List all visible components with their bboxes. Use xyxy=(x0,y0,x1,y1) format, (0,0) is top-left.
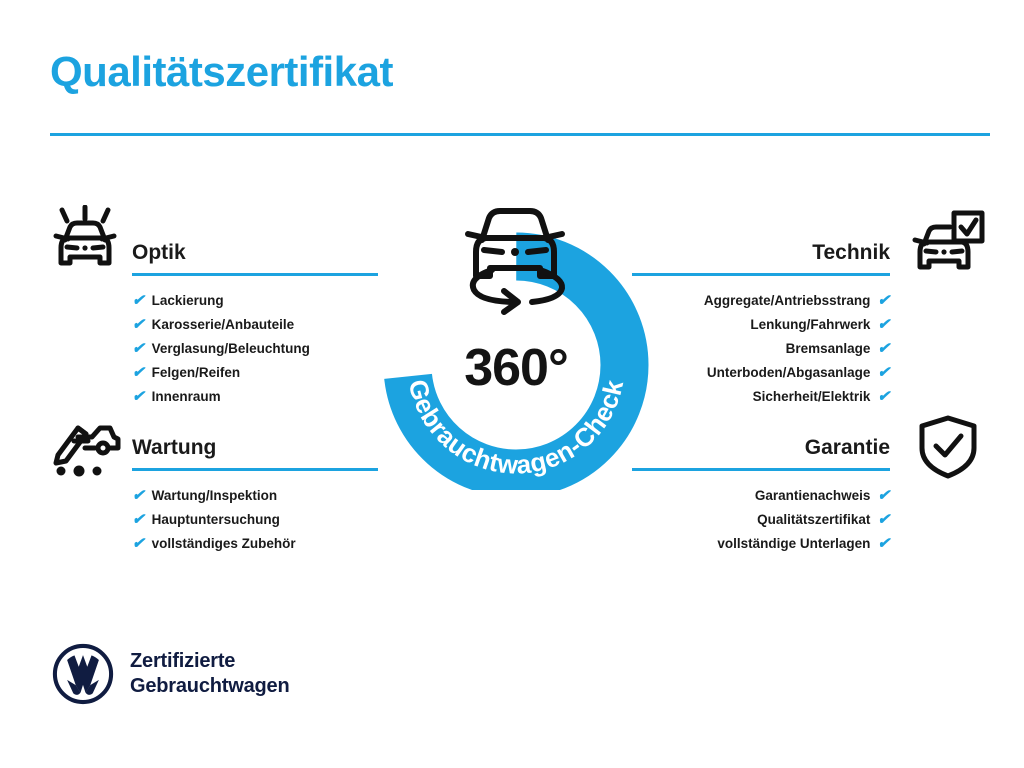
pencil-car-service-icon xyxy=(48,415,122,477)
list-item-label: Innenraum xyxy=(151,389,221,404)
check-icon: ✔ xyxy=(877,340,890,357)
list-item: ✔ vollständiges Zubehör xyxy=(132,532,378,556)
section-header-garantie: Garantie xyxy=(632,433,890,475)
check-icon: ✔ xyxy=(132,487,145,504)
list-item-label: Hauptuntersuchung xyxy=(151,512,280,527)
list-item-label: Sicherheit/Elektrik xyxy=(752,389,871,404)
section-underline xyxy=(132,468,378,471)
list-item-label: vollständige Unterlagen xyxy=(717,536,871,551)
car-rotation-360-icon xyxy=(465,208,565,315)
checklist-wartung: ✔ Wartung/Inspektion ✔ Hauptuntersuchung… xyxy=(132,484,378,556)
list-item-label: Bremsanlage xyxy=(785,341,871,356)
check-icon: ✔ xyxy=(132,340,145,357)
page-title: Qualitätszertifikat xyxy=(50,48,393,95)
list-item-label: Lackierung xyxy=(151,293,224,308)
check-icon: ✔ xyxy=(132,535,145,552)
list-item-label: Unterboden/Abgasanlage xyxy=(706,365,871,380)
car-sparkle-icon xyxy=(48,204,122,275)
list-item-label: Verglasung/Beleuchtung xyxy=(151,341,310,356)
list-item-label: Lenkung/Fahrwerk xyxy=(750,317,871,332)
section-header-technik: Technik xyxy=(632,238,890,280)
car-checkbox-icon xyxy=(912,208,986,278)
section-title: Wartung xyxy=(132,436,217,459)
list-item-label: Aggregate/Antriebsstrang xyxy=(703,293,871,308)
check-icon: ✔ xyxy=(132,292,145,309)
volkswagen-logo xyxy=(52,643,114,705)
section-underline xyxy=(632,273,890,276)
checklist-technik: Aggregate/Antriebsstrang ✔ Lenkung/Fahrw… xyxy=(632,289,890,409)
list-item-label: Qualitätszertifikat xyxy=(757,512,871,527)
section-garantie: Garantie Garantienachweis ✔ Qualitätszer… xyxy=(632,433,890,556)
check-icon: ✔ xyxy=(877,487,890,504)
list-item: ✔ Hauptuntersuchung xyxy=(132,508,378,532)
title-divider xyxy=(50,133,990,136)
list-item: Sicherheit/Elektrik ✔ xyxy=(632,385,890,409)
check-icon: ✔ xyxy=(132,388,145,405)
section-title: Garantie xyxy=(804,436,890,459)
list-item: vollständige Unterlagen ✔ xyxy=(632,532,890,556)
list-item: Garantienachweis ✔ xyxy=(632,484,890,508)
section-header-wartung: Wartung xyxy=(132,433,378,475)
check-icon: ✔ xyxy=(877,316,890,333)
section-header-optik: Optik xyxy=(132,238,378,280)
section-underline xyxy=(632,468,890,471)
badge-ring xyxy=(383,232,649,490)
list-item: ✔ Wartung/Inspektion xyxy=(132,484,378,508)
list-item-label: Felgen/Reifen xyxy=(151,365,241,380)
list-item: Bremsanlage ✔ xyxy=(632,337,890,361)
list-item: ✔ Lackierung xyxy=(132,289,378,313)
check-icon: ✔ xyxy=(877,535,890,552)
check-icon: ✔ xyxy=(877,511,890,528)
check-icon: ✔ xyxy=(132,364,145,381)
list-item: Unterboden/Abgasanlage ✔ xyxy=(632,361,890,385)
checklist-optik: ✔ Lackierung ✔ Karosserie/Anbauteile ✔ V… xyxy=(132,289,378,409)
list-item-label: Garantienachweis xyxy=(754,488,871,503)
section-wartung: Wartung ✔ Wartung/Inspektion ✔ Hauptunte… xyxy=(132,433,378,556)
list-item: ✔ Karosserie/Anbauteile xyxy=(132,313,378,337)
vw-wordmark-line1: Zertifizierte xyxy=(130,650,236,672)
badge-center-label: 360° xyxy=(464,339,569,397)
list-item: Aggregate/Antriebsstrang ✔ xyxy=(632,289,890,313)
list-item-label: vollständiges Zubehör xyxy=(151,536,296,551)
vw-logo-block: Zertifizierte Gebrauchtwagen xyxy=(52,643,290,705)
check-icon: ✔ xyxy=(877,388,890,405)
list-item: ✔ Felgen/Reifen xyxy=(132,361,378,385)
list-item: ✔ Innenraum xyxy=(132,385,378,409)
shield-check-icon xyxy=(916,414,980,480)
list-item-label: Karosserie/Anbauteile xyxy=(151,317,295,332)
list-item: Lenkung/Fahrwerk ✔ xyxy=(632,313,890,337)
section-underline xyxy=(132,273,378,276)
check-icon: ✔ xyxy=(132,511,145,528)
list-item: Qualitätszertifikat ✔ xyxy=(632,508,890,532)
vw-wordmark-line2: Gebrauchtwagen xyxy=(130,675,290,697)
checklist-garantie: Garantienachweis ✔ Qualitätszertifikat ✔… xyxy=(632,484,890,556)
section-technik: Technik Aggregate/Antriebsstrang ✔ Lenku… xyxy=(632,238,890,409)
section-title: Technik xyxy=(812,241,890,264)
section-title: Optik xyxy=(132,241,186,264)
vw-wordmark: Zertifizierte Gebrauchtwagen xyxy=(130,649,290,699)
check-icon: ✔ xyxy=(877,292,890,309)
list-item-label: Wartung/Inspektion xyxy=(151,488,278,503)
badge-360-gebrauchtwagen-check: Gebrauchtwagen-Check xyxy=(366,190,666,490)
check-icon: ✔ xyxy=(877,364,890,381)
check-icon: ✔ xyxy=(132,316,145,333)
section-optik: Optik ✔ Lackierung ✔ Karosserie/Anbautei… xyxy=(132,238,378,409)
list-item: ✔ Verglasung/Beleuchtung xyxy=(132,337,378,361)
